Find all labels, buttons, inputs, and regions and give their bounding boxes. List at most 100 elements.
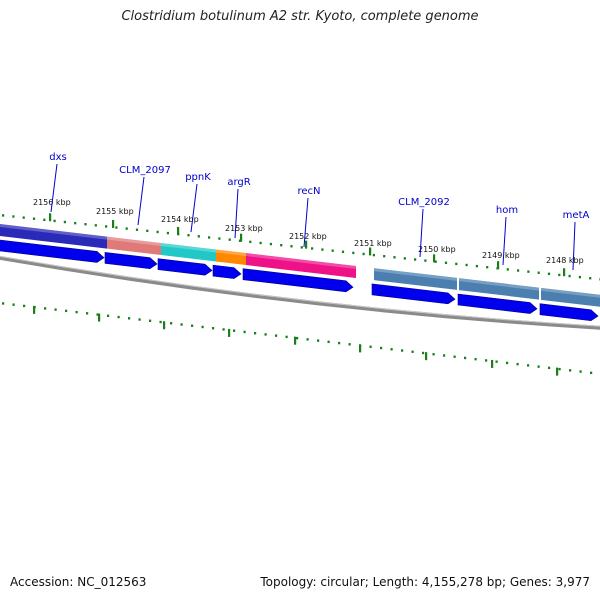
tick-dot: [32, 217, 36, 220]
tick-dot: [197, 235, 200, 238]
major-tick: [563, 268, 566, 277]
tick-dot: [434, 260, 437, 263]
major-tick: [491, 359, 494, 368]
tick-dot: [443, 354, 446, 357]
major-tick: [497, 261, 500, 270]
gene-leader-line: [50, 163, 58, 213]
gene-arrow: [457, 293, 538, 314]
tick-dot: [558, 367, 561, 371]
tick-dot: [166, 231, 169, 235]
tick-dot: [517, 269, 520, 272]
feature-band-highlight: [161, 242, 216, 253]
tick-dot: [170, 322, 173, 325]
gene-label: metA: [563, 210, 590, 221]
tick-dot: [579, 370, 582, 373]
major-tick: [49, 213, 52, 222]
gene-arrow: [157, 258, 213, 276]
tick-dot: [264, 333, 267, 336]
tick-dot: [341, 250, 345, 253]
major-tick: [228, 328, 231, 337]
tick-dot: [317, 339, 320, 342]
tick-dot: [411, 350, 414, 353]
gene-leader-line: [419, 208, 424, 258]
tick-dot: [300, 246, 303, 249]
tick-dot: [527, 270, 530, 273]
gene-leader-line: [137, 176, 145, 226]
tick-dot: [128, 317, 131, 320]
tick-dot: [23, 304, 26, 308]
tick-dot: [75, 310, 78, 314]
kbp-label: 2150 kbp: [418, 245, 456, 254]
gene-arrow: [371, 283, 456, 305]
tick-dot: [218, 237, 221, 240]
tick-dot: [569, 369, 572, 372]
tick-dot: [86, 312, 89, 315]
tick-dot: [506, 361, 509, 365]
map-title: Clostridium botulinum A2 str. Kyoto, com…: [121, 9, 479, 24]
tick-dot: [380, 346, 383, 350]
feature-band: [0, 224, 600, 307]
feature-band-highlight: [0, 224, 107, 240]
tick-dot: [222, 328, 225, 331]
major-tick: [163, 321, 166, 330]
tick-dot: [432, 353, 435, 356]
tick-dot: [65, 309, 68, 313]
tick-dot: [590, 371, 593, 375]
tick-dot: [527, 364, 530, 367]
gene-arrow: [539, 303, 599, 322]
backbone-line: [0, 255, 600, 330]
tick-dot: [453, 355, 456, 358]
tick-dot: [243, 330, 246, 334]
tick-dot: [159, 320, 162, 324]
gene-arrow: [242, 268, 354, 293]
tick-dot: [187, 234, 190, 237]
tick-dot: [146, 229, 149, 233]
tick-dot: [191, 324, 194, 327]
tick-dot: [568, 274, 571, 278]
tick-dot: [12, 215, 15, 218]
tick-dot: [63, 220, 66, 224]
tick-dot: [2, 302, 5, 305]
tick-dot: [53, 219, 56, 223]
major-tick: [33, 305, 36, 314]
tick-dot: [208, 236, 211, 239]
major-tick: [112, 219, 115, 228]
tick-dot: [578, 275, 581, 279]
tick-dot: [516, 362, 519, 366]
major-tick: [425, 352, 428, 361]
tick-dot: [306, 338, 309, 341]
tick-dot: [275, 334, 278, 337]
gene-leader-line: [190, 183, 198, 233]
tick-dot: [558, 273, 561, 277]
tick-dot: [94, 224, 97, 227]
tick-dot: [369, 345, 372, 349]
gene-label: CLM_2092: [398, 197, 450, 208]
tick-dot: [201, 325, 204, 329]
outer-tick-marks: [2, 213, 600, 281]
tick-dot: [290, 245, 293, 248]
kbp-label: 2152 kbp: [289, 232, 327, 241]
tick-dot: [149, 319, 152, 322]
kbp-label: 2149 kbp: [482, 251, 520, 260]
feature-band-segment: [374, 268, 457, 290]
gene-label: ppnK: [185, 172, 211, 183]
backbone-highlight: [0, 255, 600, 327]
tick-dot: [125, 227, 128, 230]
tick-dot: [280, 243, 283, 247]
major-tick: [305, 240, 308, 249]
tick-dot: [548, 366, 551, 370]
tick-dot: [383, 254, 386, 258]
gene-label: recN: [297, 186, 320, 197]
tick-dot: [474, 357, 477, 361]
tick-dot: [321, 248, 324, 251]
gene-leader-line: [234, 188, 239, 239]
major-tick: [177, 226, 180, 235]
tick-dot: [547, 272, 551, 276]
tick-dot: [233, 329, 236, 332]
tick-dot: [422, 351, 425, 355]
tick-dot: [414, 258, 417, 261]
gene-label: dxs: [49, 152, 66, 163]
tick-dot: [180, 323, 183, 326]
